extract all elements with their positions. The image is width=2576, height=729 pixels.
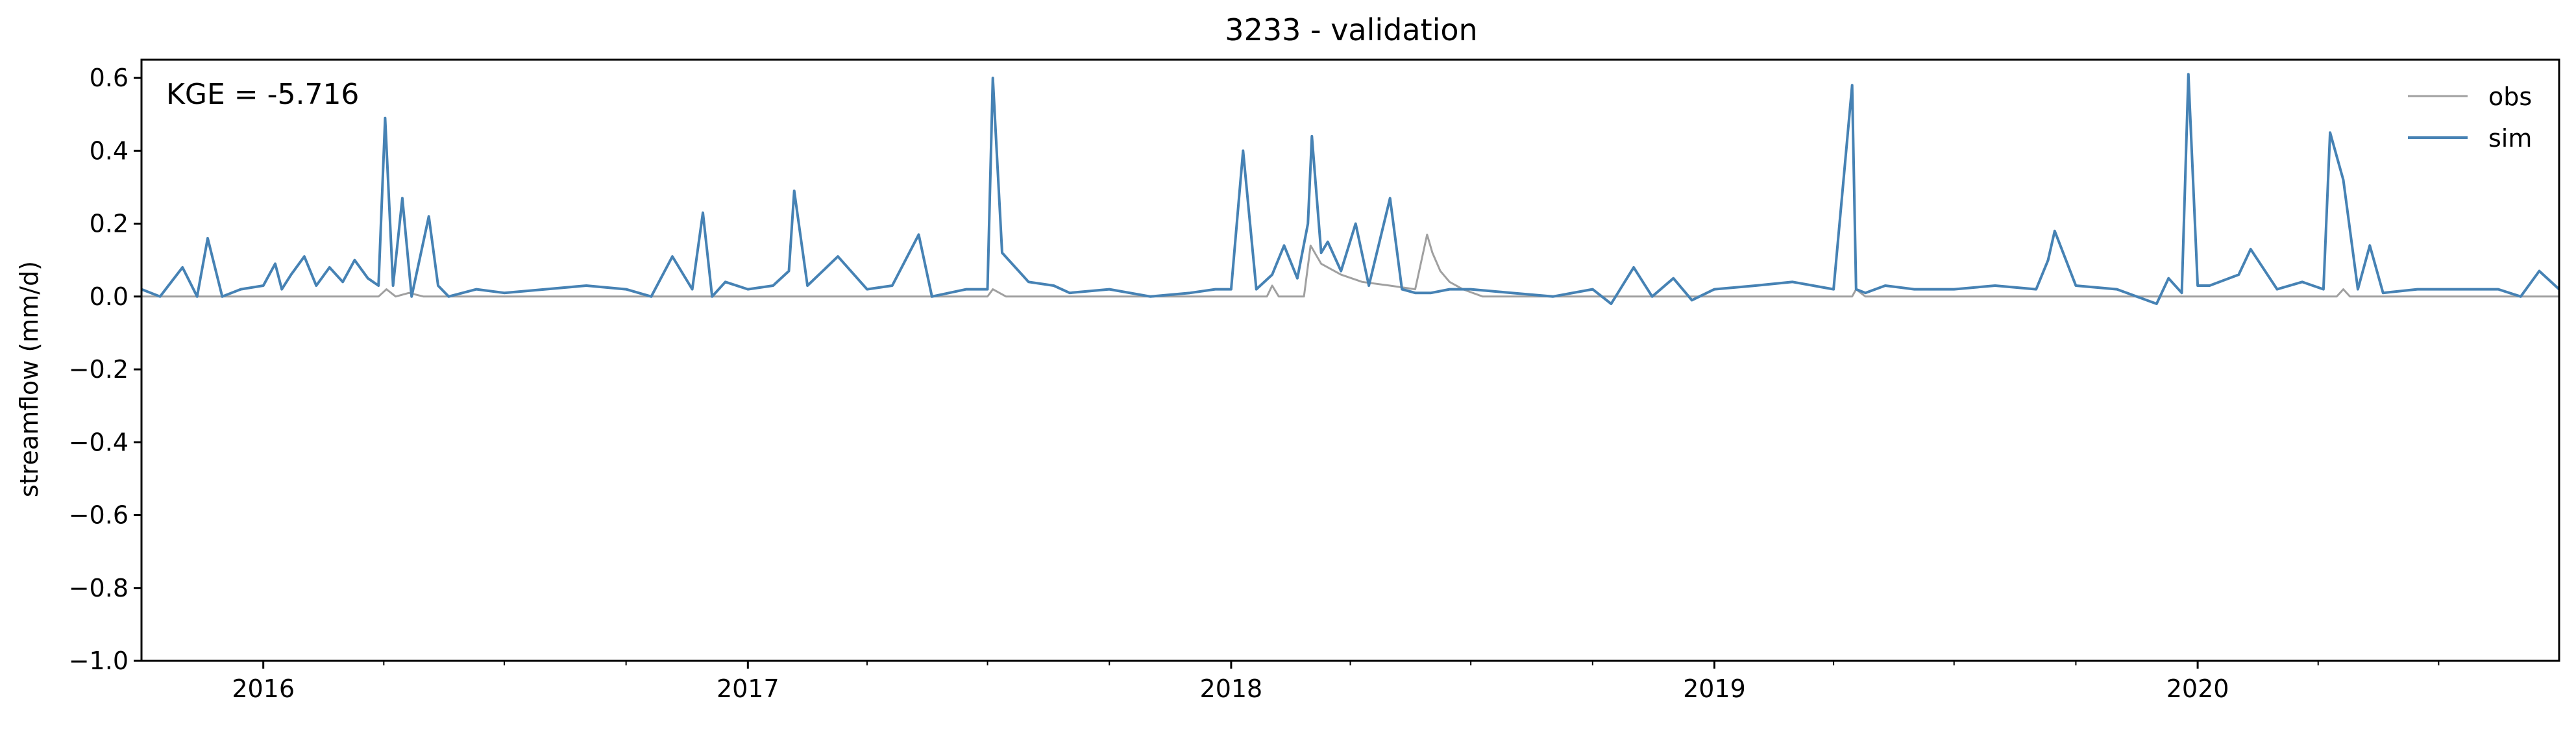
x-axis: 2016 2017 2018 2019 2020 — [232, 661, 2229, 703]
x-tick-label: 2018 — [1200, 674, 1263, 703]
y-tick-label: −0.6 — [69, 501, 129, 530]
y-tick-label: 0.4 — [90, 136, 129, 165]
y-tick-label: −0.4 — [69, 428, 129, 456]
y-tick-label: −0.8 — [69, 574, 129, 602]
chart-title: 3233 - validation — [1225, 12, 1477, 47]
x-tick-label: 2016 — [232, 674, 295, 703]
y-tick-label: −1.0 — [69, 647, 129, 675]
series-line-sim — [141, 73, 2560, 305]
y-tick-label: 0.6 — [90, 64, 129, 92]
legend-label-sim: sim — [2488, 124, 2532, 153]
y-axis-label: streamflow (mm/d) — [15, 261, 43, 497]
y-tick-label: −0.2 — [69, 355, 129, 384]
legend: obs sim — [2408, 82, 2532, 153]
x-tick-label: 2017 — [717, 674, 779, 703]
kge-annotation: KGE = -5.716 — [166, 78, 359, 111]
plot-area — [141, 73, 2560, 305]
x-tick-label: 2020 — [2166, 674, 2229, 703]
y-tick-label: 0.0 — [90, 282, 129, 311]
y-tick-label: 0.2 — [90, 210, 129, 238]
series-line-obs — [141, 233, 2559, 298]
plot-frame — [140, 58, 2560, 662]
x-tick-label: 2019 — [1683, 674, 1746, 703]
legend-label-obs: obs — [2488, 82, 2532, 111]
y-axis: −1.0 −0.8 −0.6 −0.4 −0.2 0.0 0.2 0.4 0.6 — [69, 64, 141, 675]
